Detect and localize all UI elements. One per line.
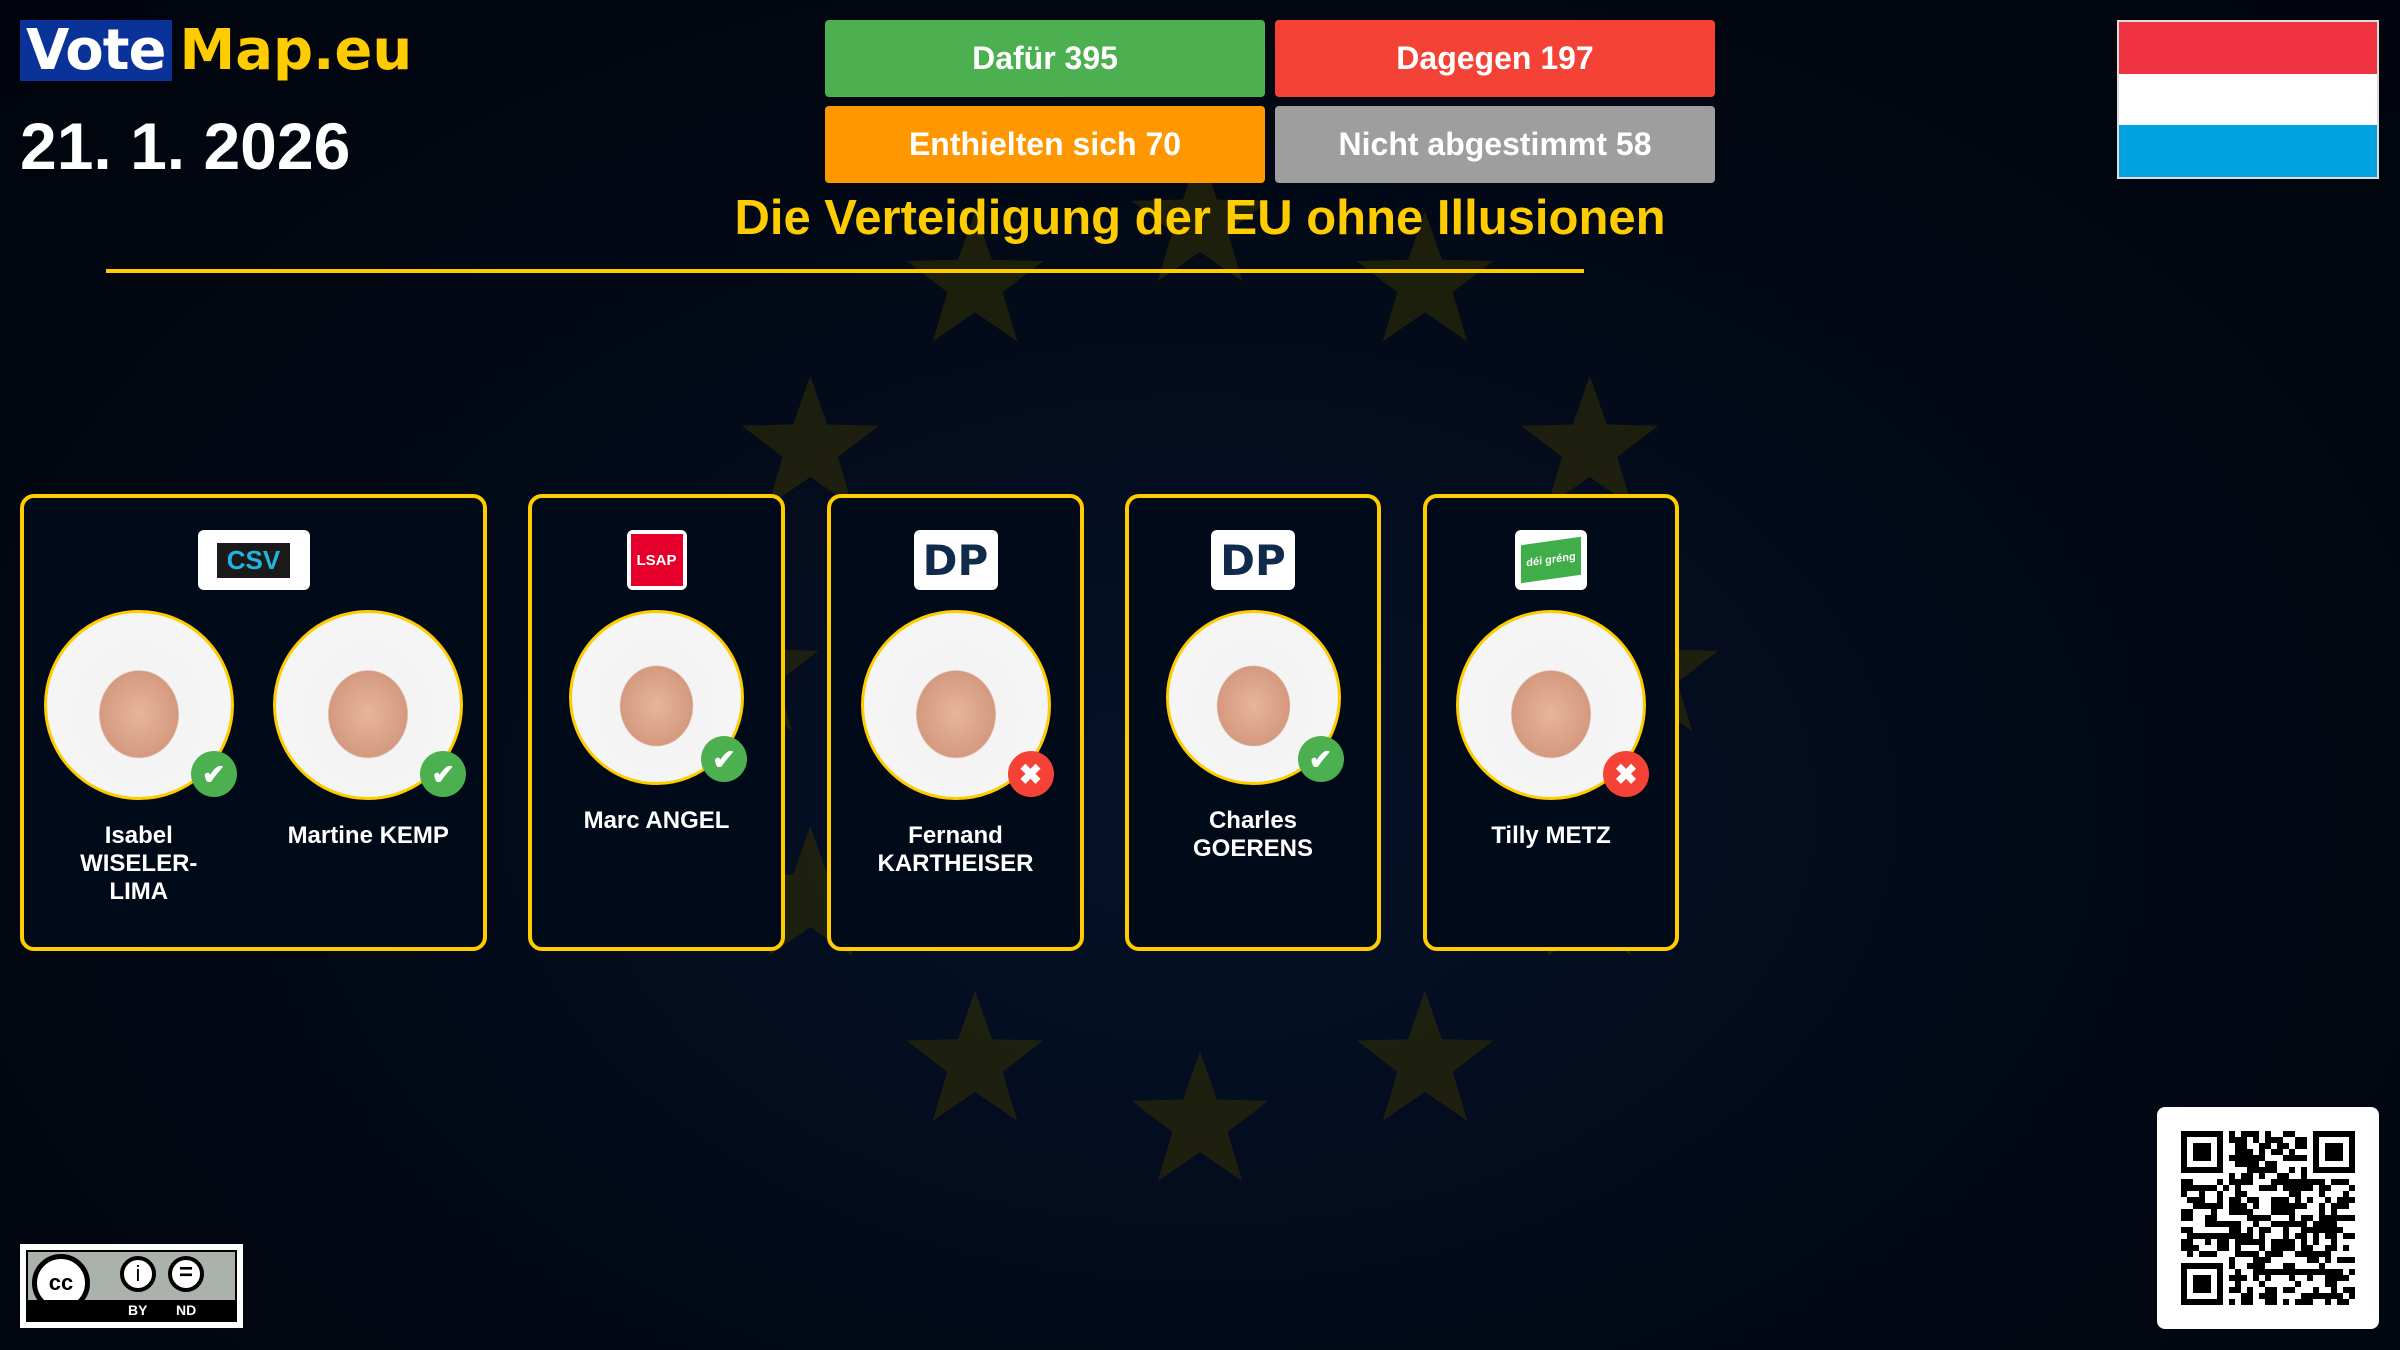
csv-party-logo: CSV xyxy=(197,530,310,590)
eu-star xyxy=(1131,151,1269,282)
attribution-icon: i xyxy=(120,1256,156,1292)
cross-icon: ✖ xyxy=(1603,751,1649,797)
mep-photo: ✔ xyxy=(43,610,237,800)
check-icon: ✔ xyxy=(420,751,467,797)
check-icon: ✔ xyxy=(190,751,237,797)
party-card: DP ✖ Fernand KARTHEISER xyxy=(827,494,1084,951)
party-card: CSV ✔ Isabel WISELER-LIMA ✔ Martine KEMP xyxy=(20,494,487,951)
logo-map: Map.eu xyxy=(179,18,413,83)
votes-against-button[interactable]: Dagegen 197 xyxy=(1275,20,1715,97)
party-card: DP ✔ Charles GOERENS xyxy=(1125,494,1381,951)
mep-name: Isabel WISELER-LIMA xyxy=(80,822,198,905)
mep-member[interactable]: ✔ Isabel WISELER-LIMA xyxy=(34,610,244,906)
luxembourg-flag xyxy=(2117,20,2379,179)
eu-star xyxy=(1356,990,1494,1121)
eu-star xyxy=(741,826,879,957)
cross-icon: ✖ xyxy=(1007,751,1054,797)
mep-name: Tilly METZ xyxy=(1491,822,1611,849)
mep-name: Marc ANGEL xyxy=(583,807,730,834)
mep-member[interactable]: ✖ Tilly METZ xyxy=(1446,610,1656,850)
mep-member[interactable]: ✔ Martine KEMP xyxy=(263,610,473,906)
check-icon: ✔ xyxy=(701,736,747,782)
vote-date: 21. 1. 2026 xyxy=(20,109,351,183)
mep-photo: ✔ xyxy=(569,610,747,785)
eu-star xyxy=(1131,1051,1269,1182)
party-card: LSAP ✔ Marc ANGEL xyxy=(528,494,785,951)
mep-name: Charles GOERENS xyxy=(1192,807,1314,862)
eu-star xyxy=(906,211,1044,342)
votemap-logo[interactable]: Vote Map.eu xyxy=(20,20,412,81)
check-icon: ✔ xyxy=(1297,736,1344,782)
by-label: BY xyxy=(128,1302,148,1318)
qr-code[interactable] xyxy=(2157,1107,2379,1329)
mep-member[interactable]: ✖ Fernand KARTHEISER xyxy=(851,610,1061,878)
dp-party-logo: DP xyxy=(1211,530,1295,590)
votes-absent-button[interactable]: Nicht abgestimmt 58 xyxy=(1275,106,1715,183)
dp-party-logo: DP xyxy=(913,530,998,590)
mep-photo: ✔ xyxy=(273,610,467,800)
greng-party-logo: déi gréng xyxy=(1515,530,1587,590)
vote-title: Die Verteidigung der EU ohne Illusionen xyxy=(734,191,1666,245)
party-card: déi gréng ✖ Tilly METZ xyxy=(1423,494,1679,951)
mep-photo: ✖ xyxy=(860,610,1054,800)
lsap-party-logo: LSAP xyxy=(626,530,687,590)
title-divider xyxy=(106,269,1584,273)
votes-for-button[interactable]: Dafür 395 xyxy=(825,20,1265,97)
votes-abstain-button[interactable]: Enthielten sich 70 xyxy=(825,106,1265,183)
cc-by-nd-license-badge[interactable]: cc i = BY ND xyxy=(20,1244,243,1328)
mep-member[interactable]: ✔ Marc ANGEL xyxy=(552,610,762,835)
mep-name: Fernand KARTHEISER xyxy=(877,822,1034,877)
eu-star xyxy=(906,990,1044,1121)
nd-label: ND xyxy=(176,1302,197,1318)
mep-member[interactable]: ✔ Charles GOERENS xyxy=(1148,610,1358,863)
mep-photo: ✖ xyxy=(1456,610,1649,800)
mep-photo: ✔ xyxy=(1165,610,1344,785)
eu-star xyxy=(1521,376,1659,507)
eu-star xyxy=(1356,211,1494,342)
logo-vote: Vote xyxy=(20,20,172,81)
mep-name: Martine KEMP xyxy=(287,822,449,849)
no-derivatives-icon: = xyxy=(168,1256,204,1292)
eu-star xyxy=(741,376,879,507)
